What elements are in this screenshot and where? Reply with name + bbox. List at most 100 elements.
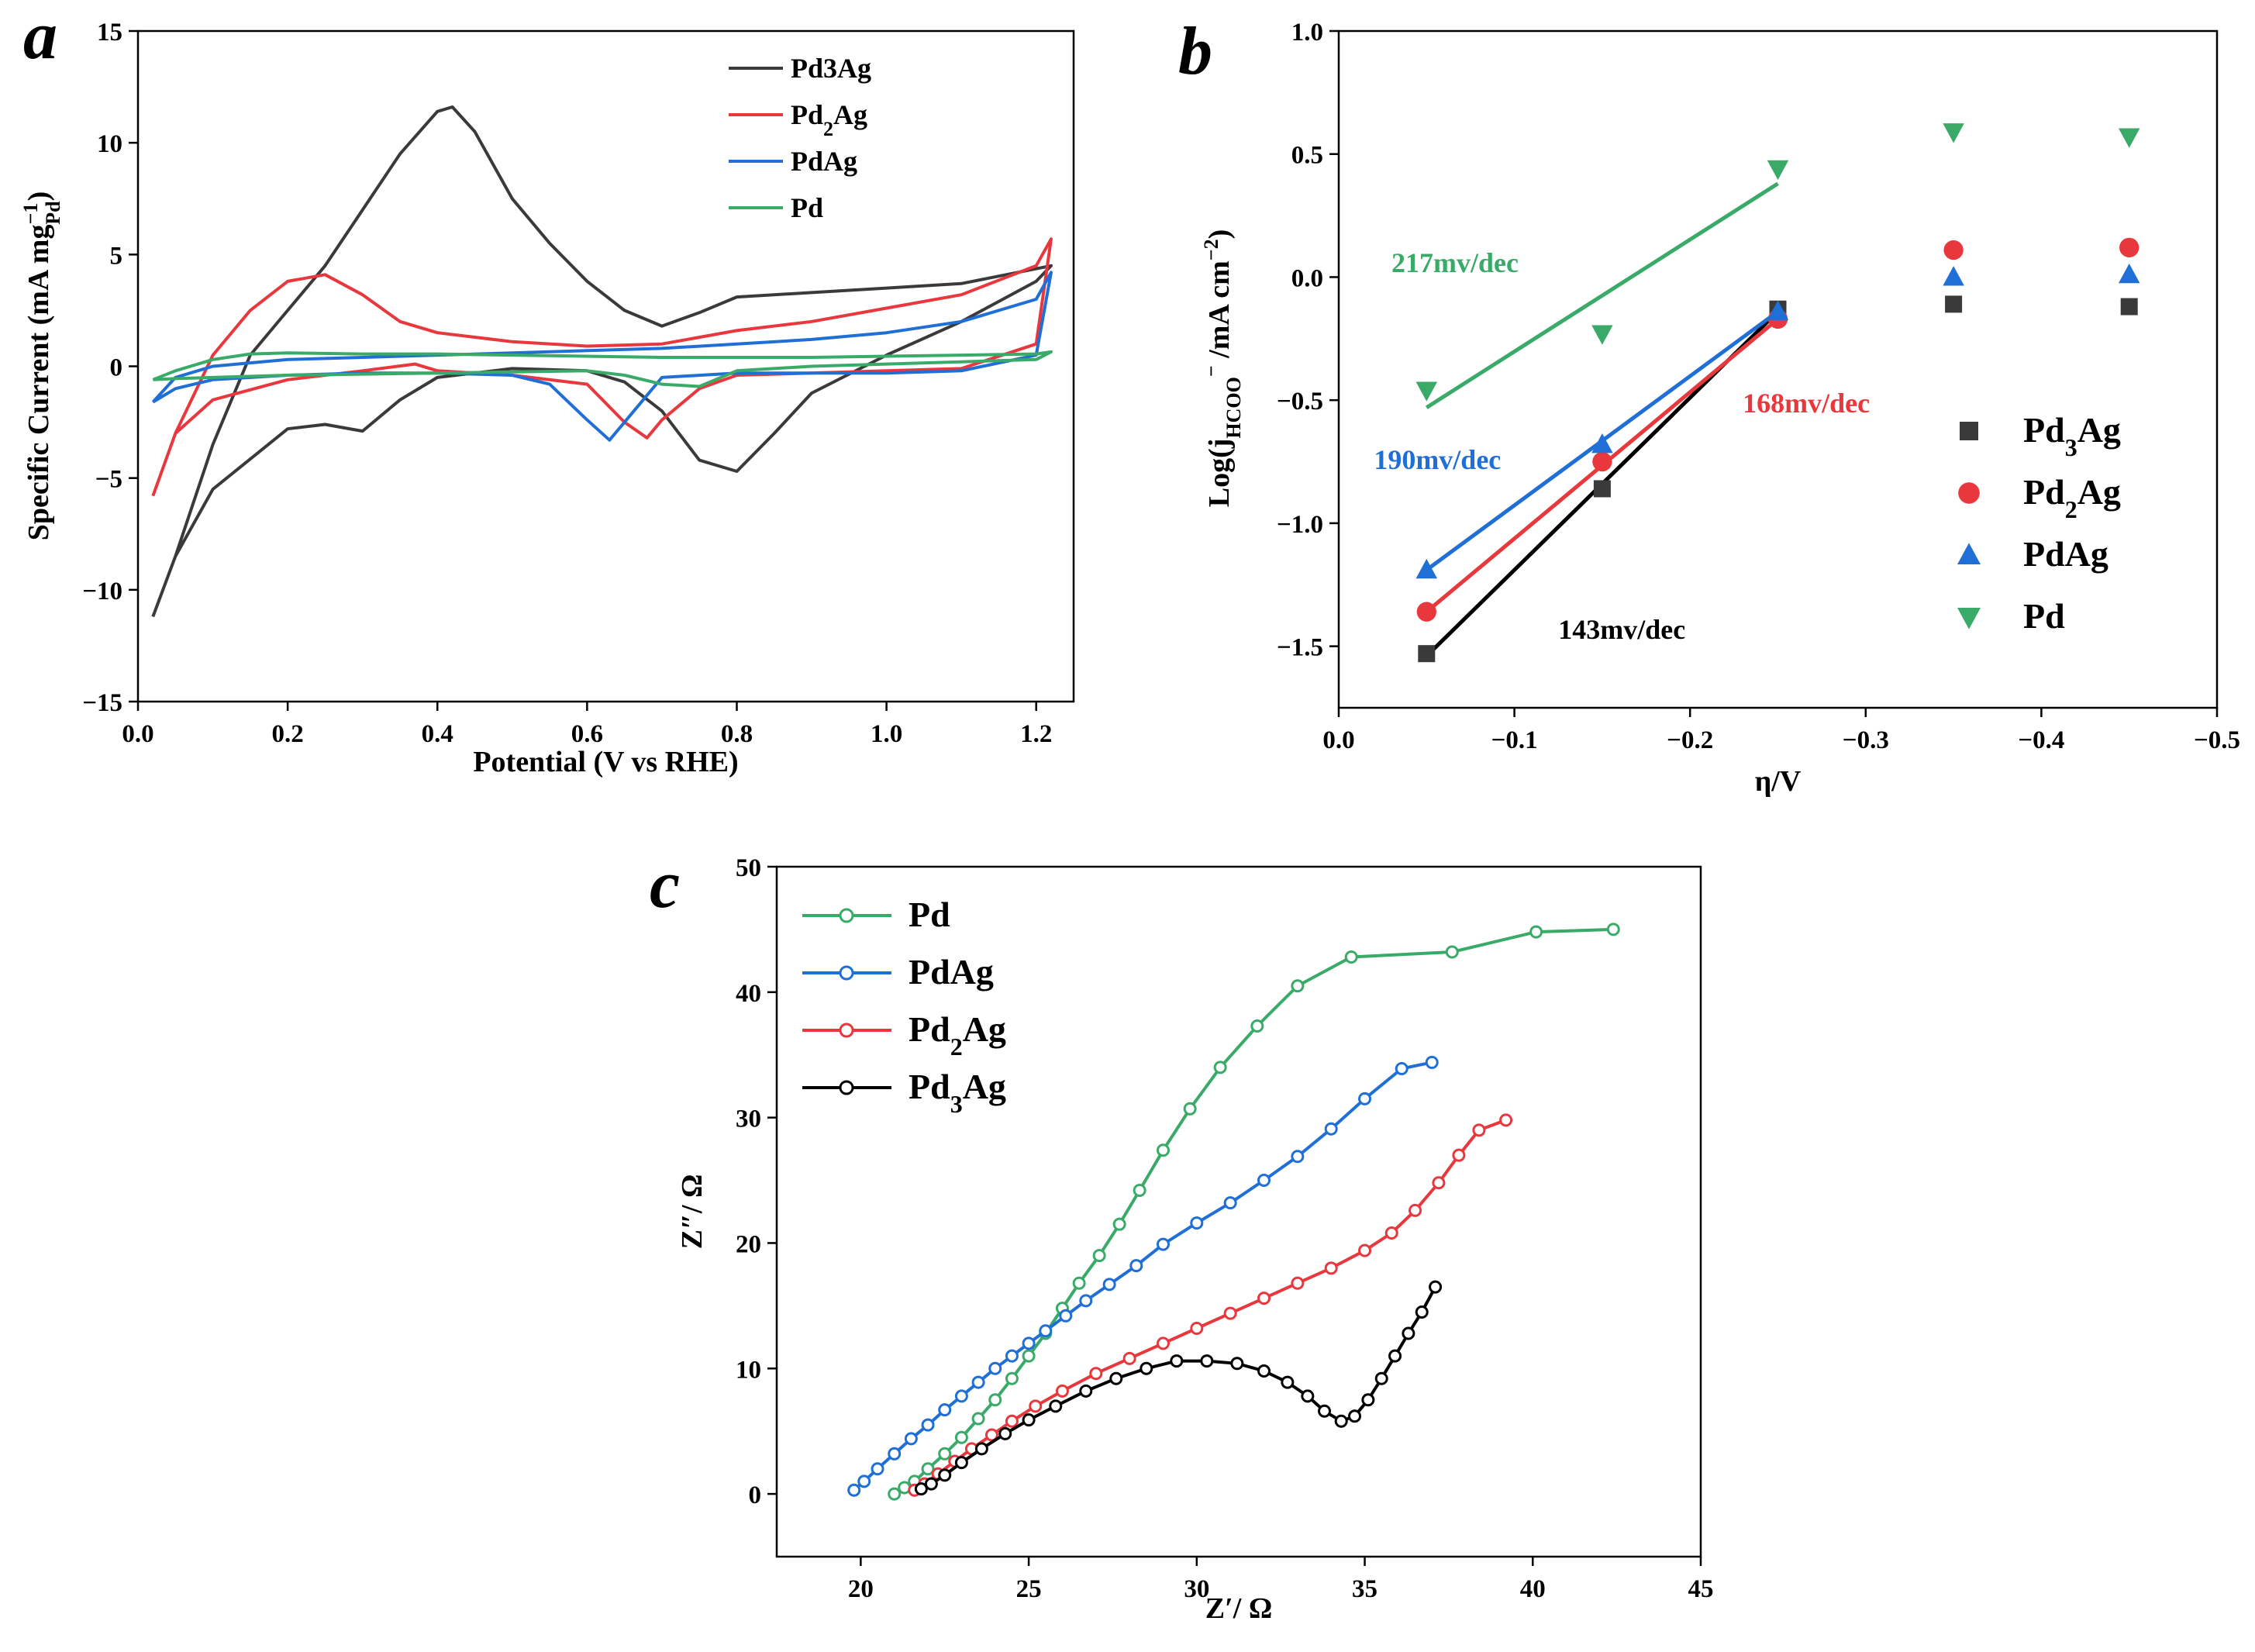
data-point-pd3ag <box>1022 1413 1036 1427</box>
data-point-pd <box>1072 1276 1086 1290</box>
data-point-pd3ag <box>998 1426 1012 1440</box>
data-point-pd <box>1445 945 1459 959</box>
y-tick-label: 10 <box>97 130 122 158</box>
data-point-pdag <box>971 1375 985 1389</box>
data-point-pd3ag <box>1418 645 1436 663</box>
data-point-pd <box>921 1462 935 1476</box>
y-tick-label: 40 <box>736 980 761 1008</box>
data-point-pd3ag <box>1281 1375 1295 1389</box>
y-tick-label: 15 <box>97 19 122 47</box>
legend-marker-pd3ag <box>1960 422 1978 440</box>
data-point-pdag <box>1156 1237 1170 1251</box>
y-axis-label: Z″/ Ω <box>676 1174 709 1250</box>
data-point-pdag <box>904 1432 918 1446</box>
x-tick-label: 0.6 <box>571 720 603 748</box>
data-point-pdag <box>1102 1278 1116 1292</box>
data-point-pd <box>954 1430 968 1444</box>
data-point-pd <box>1156 1143 1170 1157</box>
data-point-pd2ag <box>1291 1276 1305 1290</box>
data-point-pd2ag <box>1122 1351 1136 1365</box>
data-point-pdag <box>847 1483 861 1497</box>
legend-marker-pd <box>839 908 854 923</box>
data-point-pd2ag <box>1089 1367 1103 1381</box>
data-point-pd3ag <box>1257 1364 1271 1378</box>
data-point-pdag <box>1415 558 1438 579</box>
legend-label: PdAg <box>791 146 857 177</box>
legend-label: Pd3Ag <box>2023 410 2121 461</box>
data-point-pd2ag <box>1384 1226 1398 1240</box>
data-point-pdag <box>1059 1309 1073 1323</box>
legend-label: Pd <box>909 895 950 934</box>
legend-label: Pd <box>2023 596 2065 636</box>
data-point-pdag <box>1129 1259 1143 1273</box>
x-tick-label: 0.2 <box>271 720 303 748</box>
data-point-pdag <box>921 1418 935 1432</box>
x-tick-label: 35 <box>1352 1575 1377 1603</box>
data-point-pdag <box>1022 1336 1036 1350</box>
plot-frame <box>1337 29 2219 709</box>
x-tick-label: 40 <box>1520 1575 1546 1603</box>
data-point-pdag <box>1223 1196 1237 1210</box>
data-point-pd2ag <box>1452 1148 1466 1162</box>
data-point-pd <box>988 1393 1002 1407</box>
legend-label: PdAg <box>909 952 994 992</box>
data-point-pd <box>1291 979 1305 993</box>
legend-marker-pdag <box>1957 543 1981 564</box>
slope-annotation: 168mv/dec <box>1743 388 1870 419</box>
data-point-pd2ag <box>2119 237 2139 258</box>
data-point-pd <box>1112 1217 1126 1231</box>
data-point-pd3ag <box>1140 1361 1153 1375</box>
legend-label: Pd <box>791 192 823 223</box>
data-point-pd2ag <box>1029 1399 1043 1413</box>
data-point-pd <box>888 1487 902 1501</box>
legend-label: Pd3Ag <box>909 1067 1006 1118</box>
data-point-pdag <box>888 1447 902 1461</box>
legend-label: PdAg <box>2023 534 2108 574</box>
data-point-pd3ag <box>1415 1305 1429 1319</box>
data-point-pdag <box>1039 1324 1053 1338</box>
data-point-pd3ag <box>1301 1389 1315 1403</box>
x-axis-label: Z′/ Ω <box>1205 1592 1273 1625</box>
panel-a-letter: a <box>23 0 57 74</box>
y-axis-label: Log(jHCOO− /mA cm−2) <box>1200 229 1245 508</box>
panel-c-eis-chart: 20 25 30 35 40 45 0 10 20 30 40 50 Z′/ Ω Z″/ Ω Pd PdAg P… <box>676 854 1714 1625</box>
data-point-pd3ag <box>1361 1393 1375 1407</box>
data-point-pdag <box>1425 1055 1439 1069</box>
data-point-pd <box>1529 925 1543 939</box>
data-point-pdag <box>1005 1349 1019 1363</box>
data-point-pd3ag <box>2120 298 2138 316</box>
data-point-pdag <box>1358 1092 1372 1105</box>
legend-marker-pdag <box>839 965 854 981</box>
x-tick-label: −0.5 <box>2194 726 2240 754</box>
x-tick-label: 30 <box>1184 1575 1209 1603</box>
data-point-pd2ag <box>1499 1113 1513 1127</box>
plot-frame <box>136 29 1075 703</box>
data-point-pd3ag <box>1049 1399 1063 1413</box>
y-tick-label: 30 <box>736 1105 761 1133</box>
data-point-pdag <box>1591 433 1613 454</box>
data-point-pd <box>1183 1102 1197 1116</box>
x-tick-label: 0.0 <box>122 720 153 748</box>
data-point-pd <box>1415 381 1438 402</box>
x-tick-label: 0.0 <box>1322 726 1354 754</box>
panel-b-tafel-chart: 0.0 −0.1 −0.2 −0.3 −0.4 −0.5 −1.5 −1.0 −0.5 0.0 0.… <box>1200 19 2241 798</box>
data-point-pd3ag <box>1402 1326 1415 1340</box>
data-point-pd2ag <box>984 1428 998 1442</box>
fit-line-pd <box>1425 181 1779 409</box>
data-point-pdag <box>1291 1150 1305 1164</box>
data-point-pd <box>1250 1019 1264 1033</box>
data-point-pd2ag <box>1592 451 1612 472</box>
data-point-pd <box>1943 123 1964 143</box>
data-point-pd2ag <box>1409 1203 1422 1217</box>
data-point-pd <box>1606 923 1620 936</box>
data-point-pd <box>971 1412 985 1426</box>
data-point-pd2ag <box>1156 1336 1170 1350</box>
data-point-pd3ag <box>1109 1371 1123 1385</box>
y-tick-label: −0.5 <box>1277 388 1323 416</box>
slope-annotation: 217mv/dec <box>1391 247 1519 278</box>
data-point-pd3ag <box>924 1477 938 1491</box>
y-tick-label: 0 <box>110 354 123 382</box>
data-point-pd2ag <box>1472 1123 1486 1137</box>
y-tick-label: 0 <box>749 1481 762 1509</box>
